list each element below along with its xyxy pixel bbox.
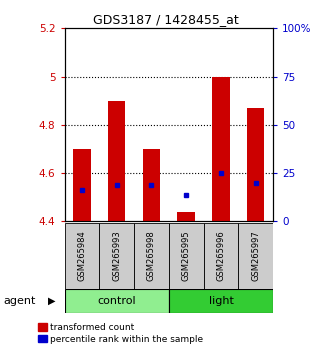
Bar — [73, 149, 91, 221]
Bar — [99, 223, 134, 289]
Text: GSM265984: GSM265984 — [77, 230, 86, 281]
Text: agent: agent — [3, 296, 36, 306]
Bar — [212, 76, 230, 221]
Bar — [247, 108, 264, 221]
Text: GSM265997: GSM265997 — [251, 230, 260, 281]
Bar — [204, 223, 238, 289]
Bar — [65, 223, 99, 289]
Bar — [65, 289, 169, 313]
Text: GSM265995: GSM265995 — [182, 230, 191, 281]
Bar — [169, 289, 273, 313]
Bar — [238, 223, 273, 289]
Text: GDS3187 / 1428455_at: GDS3187 / 1428455_at — [93, 13, 238, 26]
Legend: transformed count, percentile rank within the sample: transformed count, percentile rank withi… — [38, 323, 203, 344]
Text: GSM265996: GSM265996 — [216, 230, 225, 281]
Bar — [108, 101, 125, 221]
Text: GSM265993: GSM265993 — [112, 230, 121, 281]
Text: GSM265998: GSM265998 — [147, 230, 156, 281]
Text: light: light — [209, 296, 233, 306]
Bar — [177, 212, 195, 221]
Bar — [143, 149, 160, 221]
Bar — [134, 223, 169, 289]
Text: ▶: ▶ — [48, 296, 55, 306]
Bar — [169, 223, 204, 289]
Text: control: control — [97, 296, 136, 306]
